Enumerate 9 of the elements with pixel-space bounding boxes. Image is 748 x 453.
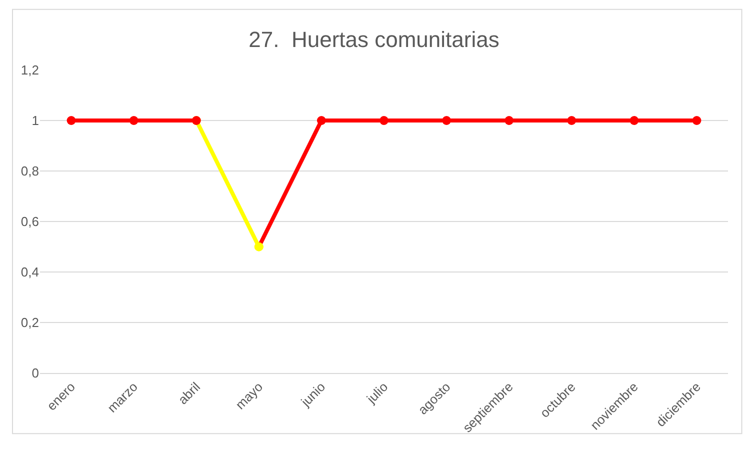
y-tick-label: 1: [32, 113, 39, 128]
y-tick-label: 0,4: [20, 264, 39, 280]
y-tick-label: 0: [32, 366, 39, 381]
y-tick-label: 0,6: [20, 214, 39, 230]
y-tick-label: 1,2: [20, 62, 39, 78]
x-tick-label: julio: [363, 379, 391, 407]
chart-title: 27. Huertas comunitarias: [248, 27, 500, 52]
y-tick-label: 0,2: [20, 315, 39, 330]
y-tick-label: 0,8: [20, 164, 39, 179]
